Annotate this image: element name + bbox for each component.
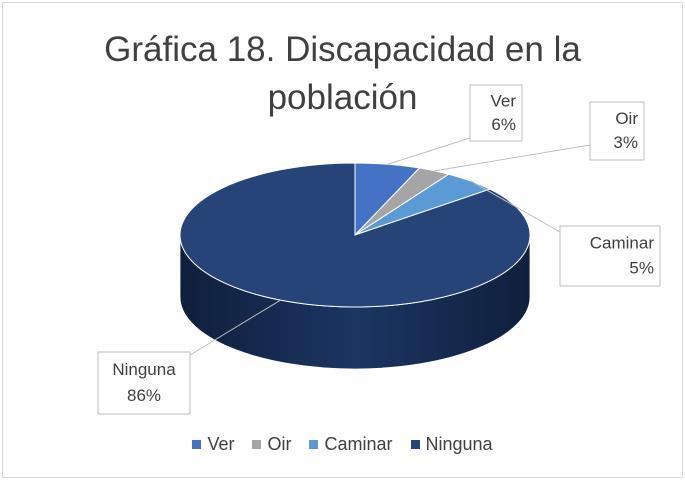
data-label-box — [469, 84, 523, 142]
data-label-value: 5% — [629, 259, 654, 278]
leader-line — [387, 137, 471, 165]
legend-item: Ver — [192, 434, 234, 455]
data-label-box — [97, 351, 191, 415]
legend-item: Ninguna — [410, 434, 493, 455]
legend-label: Ver — [207, 434, 235, 454]
data-label-box — [559, 225, 661, 287]
legend-swatch — [410, 440, 420, 449]
legend-label: Oir — [267, 434, 292, 454]
legend-swatch — [252, 440, 262, 449]
data-label-name: Caminar — [590, 233, 655, 252]
legend-item: Caminar — [309, 434, 393, 455]
data-label-value: 6% — [491, 115, 516, 134]
leader-line — [189, 299, 281, 356]
legend-swatch — [309, 440, 319, 449]
data-label-value: 86% — [127, 386, 161, 405]
legend-label: Ninguna — [425, 434, 493, 454]
leader-line — [470, 180, 561, 233]
chart-title: Gráfica 18. Discapacidad en la población — [104, 30, 581, 117]
legend-item: Oir — [252, 434, 291, 455]
legend-label: Caminar — [324, 434, 393, 454]
data-label-name: Ninguna — [112, 360, 176, 379]
data-label-name: Ver — [490, 91, 516, 110]
legend-swatch — [192, 440, 202, 449]
data-label-box — [589, 101, 645, 161]
pie-slice — [179, 162, 531, 308]
data-label-name: Oir — [615, 109, 638, 128]
legend: Ver Oir Caminar Ninguna — [0, 434, 685, 455]
leader-line — [434, 144, 591, 172]
data-label-value: 3% — [613, 133, 638, 152]
